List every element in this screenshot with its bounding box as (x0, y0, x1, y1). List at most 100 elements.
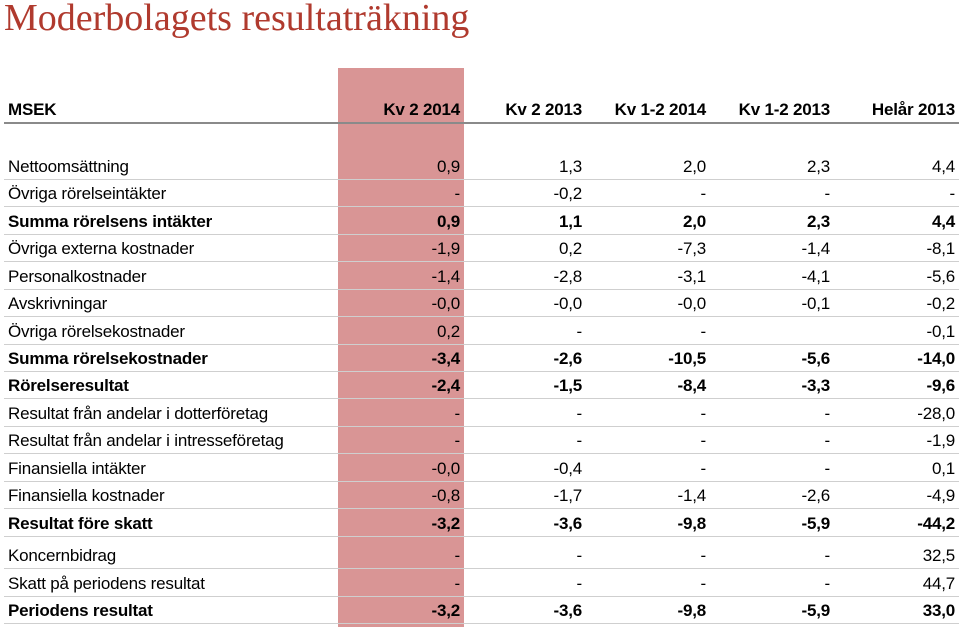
table-header-row: MSEK Kv 2 2014 Kv 2 2013 Kv 1-2 2014 Kv … (4, 96, 959, 123)
row-value-col-4: - (824, 545, 831, 565)
table-row: Summa rörelsekostnader -3,4 -2,6 -10,5 -5,6 -… (4, 345, 959, 372)
header-divider (4, 122, 959, 124)
row-value-col-3: 2,0 (682, 211, 706, 231)
row-value-col-3: - (700, 321, 707, 341)
table-row: Summa rörelsens intäkter 0,9 1,1 2,0 2,3 4,4 (4, 208, 959, 235)
row-value-col-5: -9,6 (926, 375, 956, 395)
row-value-col-3: - (700, 573, 707, 593)
table-row: Resultat före skatt -3,2 -3,6 -9,8 -5,9 -44,2 (4, 510, 959, 537)
row-divider (4, 289, 959, 290)
row-value-col-2: - (576, 573, 583, 593)
row-label: Övriga rörelsekostnader (8, 321, 185, 341)
row-divider (4, 481, 959, 482)
row-value-col-4: -5,9 (801, 600, 831, 620)
header-col-3: Kv 1-2 2014 (614, 99, 707, 119)
row-value-col-2: -1,7 (553, 485, 583, 505)
row-value-col-3: - (700, 183, 707, 203)
row-value-col-5: -4,9 (926, 485, 956, 505)
row-value-col-4: -1,4 (801, 238, 831, 258)
row-value-col-1: 0,2 (436, 321, 460, 341)
row-value-col-3: -3,1 (677, 266, 707, 286)
row-divider (4, 398, 959, 399)
row-value-col-5: -1,9 (926, 430, 956, 450)
row-value-col-3: -9,8 (677, 513, 707, 533)
header-label: MSEK (8, 99, 57, 119)
row-value-col-1: -1,9 (431, 238, 461, 258)
row-value-col-4: - (824, 573, 831, 593)
row-value-col-4: -2,6 (801, 485, 831, 505)
row-divider (4, 179, 959, 180)
row-value-col-5: 0,1 (931, 458, 955, 478)
row-value-col-2: -1,5 (553, 375, 583, 395)
row-value-col-1: -3,2 (431, 513, 461, 533)
table-row: Koncernbidrag - - - - 32,5 (4, 542, 959, 569)
row-value-col-1: -0,8 (431, 485, 461, 505)
row-label: Summa rörelsekostnader (8, 348, 208, 368)
row-value-col-2: -2,6 (553, 348, 583, 368)
row-value-col-2: - (576, 403, 583, 423)
row-value-col-4: -5,9 (801, 513, 831, 533)
table-row: Finansiella intäkter -0,0 -0,4 - - 0,1 (4, 455, 959, 482)
table-row: Periodens resultat -3,2 -3,6 -9,8 -5,9 33,0 (4, 597, 959, 624)
row-value-col-5: - (949, 183, 956, 203)
row-value-col-3: - (700, 458, 707, 478)
row-value-col-2: -0,0 (553, 293, 583, 313)
row-label: Resultat från andelar i dotterföretag (8, 403, 269, 423)
table-row: Finansiella kostnader -0,8 -1,7 -1,4 -2,6 -4,… (4, 482, 959, 509)
header-col-5: Helår 2013 (871, 99, 955, 119)
row-value-col-1: - (454, 573, 461, 593)
row-value-col-2: - (576, 321, 583, 341)
row-value-col-2: -0,4 (553, 458, 583, 478)
row-value-col-4: 2,3 (806, 211, 830, 231)
highlighted-column (338, 68, 464, 627)
row-label: Resultat från andelar i intresseföretag (8, 430, 284, 450)
row-value-col-3: -8,4 (677, 375, 707, 395)
row-value-col-4: -3,3 (801, 375, 831, 395)
row-value-col-5: 4,4 (931, 156, 955, 176)
row-label: Summa rörelsens intäkter (8, 211, 213, 231)
row-divider (4, 344, 959, 345)
row-label: Nettoomsättning (8, 156, 129, 176)
row-value-col-1: - (454, 545, 461, 565)
row-value-col-2: 1,1 (558, 211, 582, 231)
table-row: Resultat från andelar i intresseföretag -… (4, 427, 959, 454)
row-value-col-5: -44,2 (917, 513, 955, 533)
table-row: Avskrivningar -0,0 -0,0 -0,0 -0,1 -0,2 (4, 290, 959, 317)
row-value-col-1: -0,0 (431, 293, 461, 313)
row-divider (4, 234, 959, 235)
row-value-col-3: - (700, 545, 707, 565)
row-label: Avskrivningar (8, 293, 108, 313)
row-value-col-1: 0,9 (436, 211, 460, 231)
row-label: Övriga rörelseintäkter (8, 183, 167, 203)
table-row: Resultat från andelar i dotterföretag - - -… (4, 400, 959, 427)
row-value-col-5: 32,5 (922, 545, 955, 565)
page-title: Moderbolagets resultaträkning (4, 0, 470, 39)
row-value-col-4: -4,1 (801, 266, 831, 286)
row-value-col-3: -9,8 (677, 600, 707, 620)
row-value-col-4: - (824, 183, 831, 203)
row-value-col-5: 4,4 (931, 211, 955, 231)
row-value-col-1: -3,2 (431, 600, 461, 620)
row-value-col-1: -1,4 (431, 266, 461, 286)
row-value-col-5: -14,0 (917, 348, 955, 368)
row-value-col-1: 0,9 (436, 156, 460, 176)
row-label: Övriga externa kostnader (8, 238, 195, 258)
row-value-col-5: 44,7 (922, 573, 955, 593)
row-value-col-1: - (454, 403, 461, 423)
table-row: Rörelseresultat -2,4 -1,5 -8,4 -3,3 -9,6 (4, 372, 959, 399)
row-value-col-3: -0,0 (677, 293, 707, 313)
row-label: Rörelseresultat (8, 375, 129, 395)
row-label: Personalkostnader (8, 266, 147, 286)
row-value-col-4: -5,6 (801, 348, 831, 368)
row-value-col-1: -3,4 (431, 348, 461, 368)
row-value-col-2: 1,3 (558, 156, 582, 176)
table-row: Övriga externa kostnader -1,9 0,2 -7,3 -1,4 -… (4, 235, 959, 262)
row-value-col-5: -5,6 (926, 266, 956, 286)
row-value-col-4: -0,1 (801, 293, 831, 313)
header-col-2: Kv 2 2013 (505, 99, 582, 119)
row-divider (4, 623, 959, 624)
row-label: Finansiella kostnader (8, 485, 165, 505)
row-value-col-5: -28,0 (917, 403, 955, 423)
row-divider (4, 206, 959, 207)
row-value-col-3: -7,3 (677, 238, 707, 258)
